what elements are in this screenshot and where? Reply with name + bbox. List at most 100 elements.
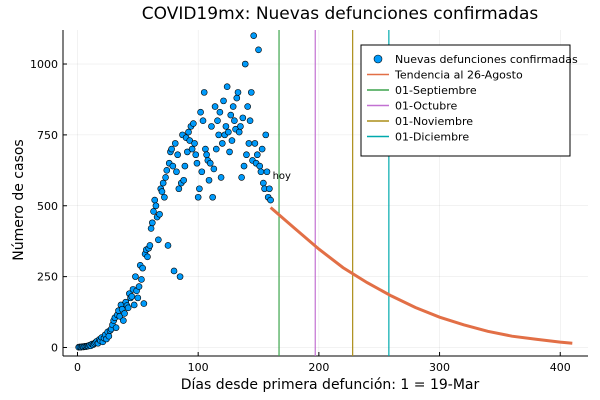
- scatter-point: [229, 103, 237, 110]
- scatter-point: [116, 313, 124, 320]
- scatter-point: [212, 145, 220, 153]
- scatter-point: [206, 159, 214, 167]
- scatter-point: [164, 242, 172, 249]
- scatter-point: [171, 140, 179, 147]
- scatter-point: [216, 108, 224, 116]
- scatter-point: [146, 242, 154, 249]
- trend-line: [269, 206, 573, 345]
- y-tick-label: 0: [51, 341, 58, 354]
- scatter-point: [173, 168, 180, 176]
- axes: 0 100 200 300 400 0 250 500 750 1000: [30, 58, 571, 374]
- scatter-point: [220, 97, 227, 105]
- scatter-point: [238, 174, 245, 181]
- scatter-point: [233, 94, 241, 102]
- scatter-point: [169, 162, 177, 170]
- scatter-point: [185, 128, 192, 136]
- scatter-point: [191, 140, 198, 147]
- scatter-point: [198, 168, 206, 176]
- legend-label: Nuevas defunciones confirmadas: [395, 53, 578, 66]
- scatter-point: [174, 151, 181, 159]
- scatter-point: [219, 140, 226, 147]
- scatter-point: [202, 145, 209, 153]
- y-tick-label: 250: [37, 271, 58, 284]
- scatter-point: [200, 89, 208, 96]
- scatter-point: [247, 89, 255, 96]
- scatter-point: [163, 167, 171, 174]
- legend-label: 01-Noviembre: [395, 115, 473, 128]
- y-tick-label: 1000: [30, 58, 58, 71]
- scatter-point: [190, 120, 197, 127]
- scatter-point: [228, 137, 236, 144]
- scatter-point: [150, 208, 157, 215]
- scatter-point: [139, 264, 146, 272]
- x-axis-label: Días desde primera defunción: 1 = 19-Mar: [181, 377, 480, 393]
- scatter-point: [134, 294, 142, 302]
- scatter-point: [156, 210, 163, 218]
- scatter-point: [240, 162, 248, 170]
- scatter-point: [263, 168, 271, 176]
- scatter-point: [180, 176, 187, 184]
- scatter-point: [208, 123, 215, 130]
- scatter-point: [266, 185, 273, 193]
- plot-frame: [62, 30, 588, 357]
- scatter-point: [210, 165, 218, 173]
- scatter-point: [181, 162, 189, 170]
- scatter-point: [246, 117, 254, 125]
- scatter-point: [215, 131, 222, 139]
- scatter-point: [135, 283, 143, 290]
- scatter-point: [256, 162, 264, 170]
- scatter-point: [209, 193, 216, 201]
- scatter-point: [255, 46, 262, 54]
- scatter-point: [223, 83, 231, 90]
- scatter-point: [217, 174, 225, 181]
- scatter-point: [258, 145, 266, 153]
- scatter-point: [121, 310, 128, 317]
- scatter-point: [254, 151, 261, 159]
- scatter-point: [132, 273, 139, 280]
- scatter-point: [227, 111, 235, 119]
- scatter-point: [112, 324, 120, 331]
- legend-label: 01-Octubre: [395, 100, 458, 113]
- y-axis-label: Número de casos: [11, 139, 27, 260]
- scatter-point: [184, 148, 191, 156]
- x-tick-label: 400: [550, 361, 571, 374]
- scatter-point: [176, 273, 184, 280]
- scatter-point: [226, 148, 233, 156]
- chart-title: COVID19mx: Nuevas defunciones confirmada…: [142, 4, 539, 24]
- x-tick-label: 100: [188, 361, 209, 374]
- scatter-point: [267, 196, 274, 204]
- scatter-point: [251, 140, 259, 147]
- scatter-point: [130, 301, 138, 309]
- scatter-point: [151, 196, 159, 204]
- scatter-point: [159, 179, 167, 187]
- scatter-point: [175, 185, 183, 193]
- scatter-point: [234, 89, 242, 96]
- scatter-point: [162, 174, 169, 181]
- scatter-point: [262, 131, 270, 139]
- scatter-point: [193, 159, 201, 167]
- scatter-point: [243, 151, 250, 159]
- scatter-point: [245, 140, 253, 147]
- scatter-point: [196, 185, 203, 193]
- scatter-point: [241, 60, 249, 68]
- scatter-point: [239, 114, 247, 122]
- hoy-annotation: hoy: [273, 171, 291, 182]
- y-tick-label: 500: [37, 200, 58, 213]
- scatter-point: [250, 32, 257, 39]
- scatter-point: [186, 137, 194, 144]
- scatter-point: [197, 108, 204, 116]
- legend-label: 01-Septiembre: [395, 84, 477, 97]
- scatter-point: [199, 117, 207, 125]
- scatter-point: [138, 276, 145, 283]
- scatter-point: [188, 145, 196, 153]
- scatter-point: [105, 332, 113, 340]
- scatter-point: [168, 145, 175, 153]
- scatter-point: [225, 128, 232, 136]
- legend-marker: [373, 54, 383, 64]
- scatter-point: [192, 151, 200, 159]
- scatter-point: [235, 128, 243, 136]
- scatter-point: [231, 117, 238, 125]
- legend: Nuevas defunciones confirmadas Tendencia …: [360, 44, 578, 157]
- y-tick-label: 750: [37, 129, 58, 142]
